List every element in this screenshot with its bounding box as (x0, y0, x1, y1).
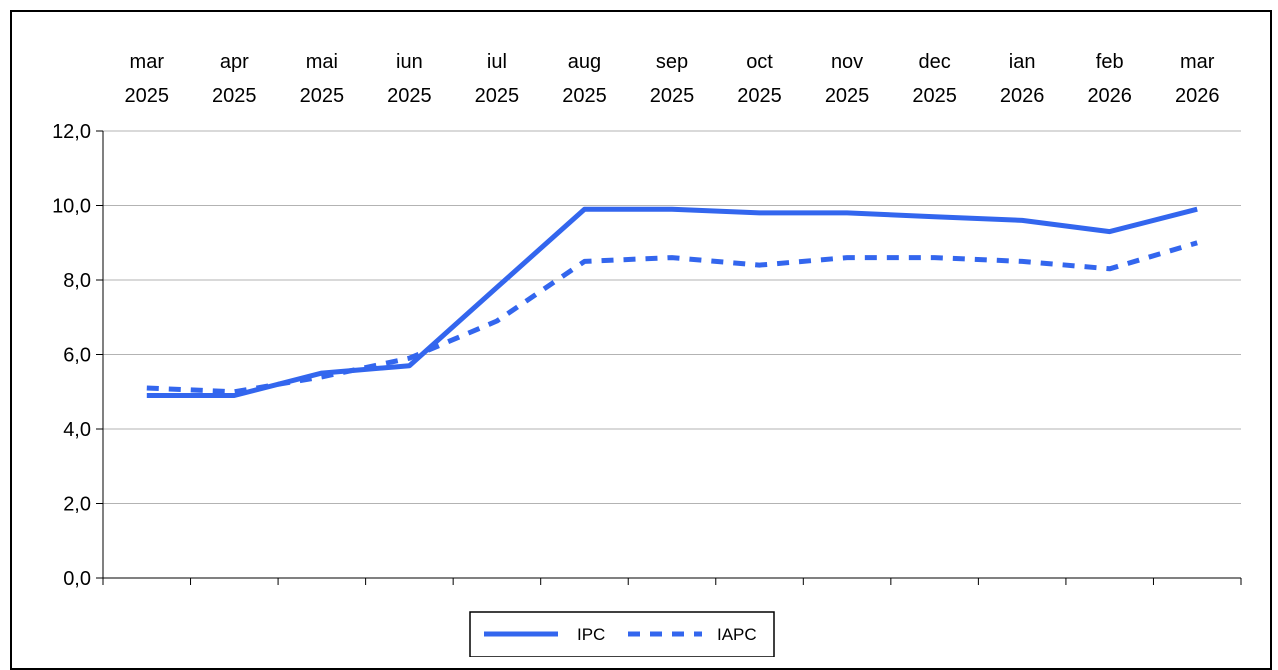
series-lines (147, 209, 1198, 395)
x-tick-label-year: 2025 (300, 85, 345, 107)
x-tick-label-year: 2025 (650, 85, 695, 107)
legend: IPC IAPC (470, 612, 774, 657)
x-tick-label-month: feb (1096, 51, 1124, 73)
x-tick-label-year: 2026 (1175, 85, 1220, 107)
x-tick-label-month: apr (220, 51, 249, 73)
y-tick-label: 4,0 (63, 419, 91, 441)
x-tick-label-month: oct (746, 51, 773, 73)
x-tick-label-year: 2026 (1000, 85, 1045, 107)
x-tick-label-year: 2025 (825, 85, 870, 107)
x-tick-label-month: dec (918, 51, 950, 73)
x-tick-label-year: 2025 (212, 85, 257, 107)
y-tick-labels: 0,0 2,0 4,0 6,0 8,0 10,0 12,0 (52, 121, 91, 590)
x-tick-label-month: iul (487, 51, 507, 73)
series-line-ipc (147, 209, 1197, 395)
x-tick-label-month: aug (568, 51, 601, 73)
x-tick-label-month: mar (1180, 51, 1215, 73)
y-tick-label: 10,0 (52, 196, 91, 218)
x-tick-label-month: mar (130, 51, 165, 73)
x-tick-label-year: 2025 (387, 85, 432, 107)
y-tick-label: 12,0 (52, 121, 91, 143)
grid-lines (103, 131, 1241, 504)
x-tick-label-year: 2025 (562, 85, 607, 107)
x-tick-label-year: 2025 (737, 85, 782, 107)
x-tick-label-month: mai (306, 51, 338, 73)
x-tick-label-month: nov (831, 51, 863, 73)
legend-label-ipc: IPC (577, 625, 605, 644)
legend-label-iapc: IAPC (717, 625, 757, 644)
x-tick-label-month: iun (396, 51, 423, 73)
x-tick-label-year: 2025 (912, 85, 957, 107)
y-tick-label: 6,0 (63, 345, 91, 367)
x-tick-label-year: 2025 (475, 85, 520, 107)
axes (96, 131, 1241, 585)
y-tick-label: 8,0 (63, 270, 91, 292)
x-tick-label-month: sep (656, 51, 688, 73)
y-tick-label: 2,0 (63, 494, 91, 516)
y-tick-label: 0,0 (63, 568, 91, 590)
series-line-iapc (147, 243, 1197, 392)
x-tick-label-month: ian (1009, 51, 1036, 73)
x-tick-label-year: 2025 (125, 85, 170, 107)
x-tick-label-year: 2026 (1087, 85, 1132, 107)
x-tick-labels: mar 2025 apr 2025 mai 2025 iun 2025 iul 2025 aug 20… (125, 51, 1220, 107)
